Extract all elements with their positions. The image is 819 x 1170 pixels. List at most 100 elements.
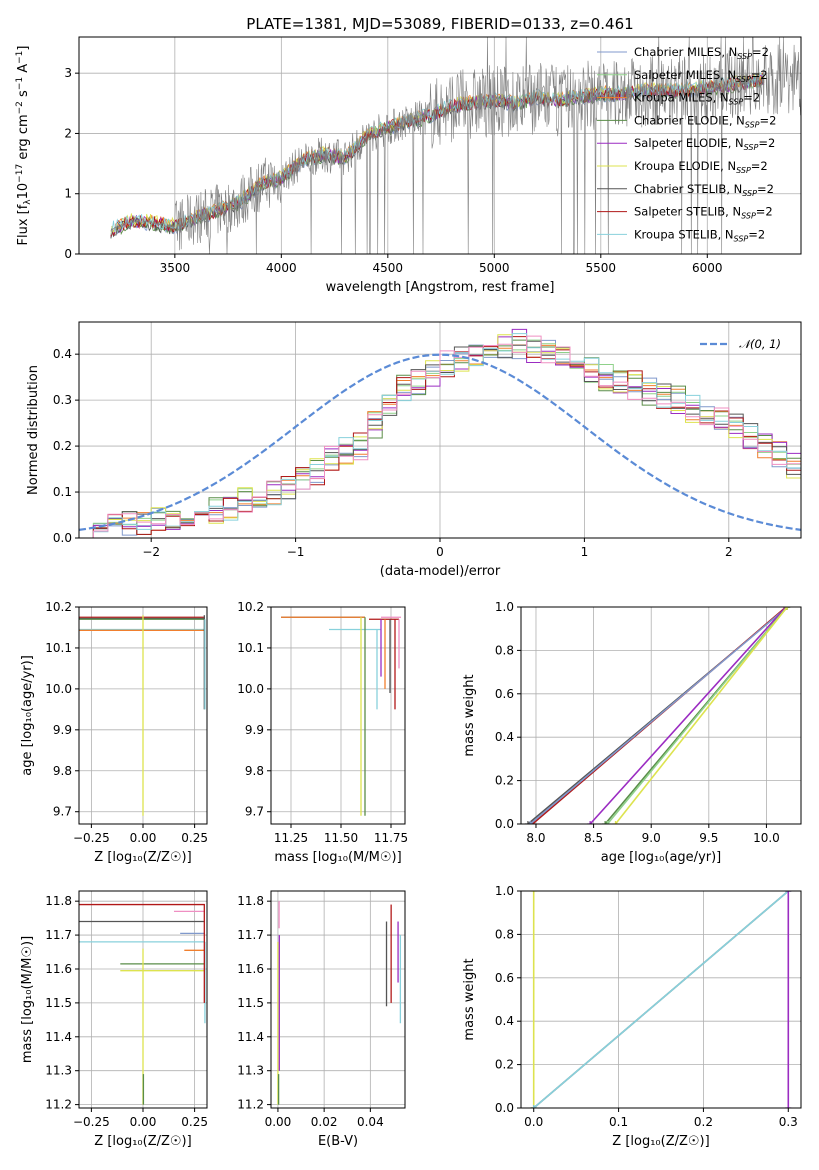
legend-text: Salpeter STELIB, N [634,205,741,219]
ylabel-part: 10 [16,183,31,200]
legend-entry: Chabrier STELIB, NSSP=2 [634,182,774,198]
x-tick-label: 0.1 [609,1115,628,1129]
ylabel-part: s [16,90,31,101]
y-tick-label: 1.0 [495,884,514,898]
y-tick-label: 11.2 [45,1098,72,1112]
y-tick-label: 10.2 [45,600,72,614]
plot-frame [520,606,802,825]
legend-entry: Chabrier ELODIE, NSSP=2 [634,113,776,129]
legend-sub: SSP [737,52,752,61]
x-tick-label: −2 [142,545,160,559]
legend-sub: SSP [742,189,757,198]
y-axis-label: age [log₁₀(age/yr)] [20,655,35,776]
y-tick-label: 0.8 [495,643,514,657]
legend-entry: Kroupa ELODIE, NSSP=2 [634,159,768,175]
legend-sub: SSP [745,120,760,129]
y-tick-label: 11.3 [45,1064,72,1078]
x-tick-label: 9.0 [642,831,661,845]
y-tick-label: 0.2 [495,774,514,788]
plot-frame [78,890,208,1109]
x-tick-label: 5500 [586,261,617,275]
legend-tail: =2 [756,205,773,219]
spectrum-panel: 3500 4000 4500 5000 5500 6000 0 1 2 3 wavelength [… [15,15,802,295]
weight-lines [524,607,791,824]
segment-lines [79,903,206,1105]
y-tick-label: 0.4 [495,1014,514,1028]
x-axis-label: Z [log₁₀(Z/Z☉)] [94,1134,191,1149]
x-axis-label: age [log₁₀(age/yr)] [601,850,722,865]
legend-text: Kroupa ELODIE, N [634,159,736,173]
weight-marker [612,821,619,824]
weight-marker [524,821,531,824]
y-tick-label: 11.7 [237,928,264,942]
x-tick-label: 11.50 [324,831,358,845]
y-tick-label: 9.9 [53,723,72,737]
y-axis-label: mass weight [462,674,477,756]
x-tick-label: −0.25 [73,1115,110,1129]
legend-tail: =2 [760,113,777,127]
panels: 3500 4000 4500 5000 5500 6000 0 1 2 3 wavelength [… [15,15,802,1149]
y-axis-label: mass weight [462,958,477,1040]
ylabel-part: erg cm [16,114,31,163]
y-tick-label: 0.3 [53,393,72,407]
y-tick-label: 11.5 [45,996,72,1010]
plot-frame [270,606,406,825]
x-tick-label: 0.0 [524,1115,543,1129]
weight-marker [604,821,611,824]
plot-frame [520,890,802,1109]
x-tick-label: 0.25 [181,1115,208,1129]
legend-text: Kroupa MILES, N [634,91,729,105]
cumulative-weight-line [529,607,788,824]
weight-vs-age-panel: 8.0 8.5 9.0 9.5 10.0 0.0 0.2 0.4 0.6 0.8 1.0 age [l… [462,600,802,865]
plot-frame [78,36,802,255]
y-tick-label: 10.0 [45,682,72,696]
y-tick-label: 11.5 [237,996,264,1010]
weight-marker [530,891,537,894]
y-tick-label: 9.8 [245,764,264,778]
y-tick-label: 0.4 [495,730,514,744]
legend-tail: =2 [757,182,774,196]
y-tick-label: 2 [64,126,72,140]
weight-marker [587,821,594,824]
legend-sub: SSP [736,75,751,84]
y-tick-label: 11.8 [237,894,264,908]
y-tick-label: 9.8 [53,764,72,778]
y-tick-label: 1 [64,187,72,201]
residual-hist-lines [79,328,801,538]
y-tick-label: 11.3 [237,1064,264,1078]
x-axis-label: (data-model)/error [380,564,501,579]
plot-frame [78,606,208,825]
y-tick-label: 10.1 [45,641,72,655]
x-tick-label: 11.25 [274,831,308,845]
age-vs-mass-panel: 11.25 11.50 11.75 9.7 9.8 9.9 10.0 10.1 10.2 mass… [237,600,408,865]
ylabel-sup: −2 [15,101,25,114]
legend-text: Salpeter MILES, N [634,68,736,82]
ylabel-sup: −1 [15,51,25,64]
y-tick-label: 0.0 [53,531,72,545]
hist-line [79,328,801,538]
x-tick-label: 11.75 [374,831,408,845]
y-tick-label: 11.6 [45,962,72,976]
legend-entry: Salpeter STELIB, NSSP=2 [634,205,773,221]
x-tick-label: 0.00 [130,1115,157,1129]
y-tick-label: 0.6 [495,687,514,701]
segment-lines [277,901,402,1105]
x-tick-label: 0 [436,545,444,559]
y-axis-label: Flux [fλ10−17 erg cm−2 s−1 A−1] [15,46,33,246]
segment-lines [281,616,401,816]
spectrum-lines [110,37,801,254]
y-tick-label: 0.8 [495,927,514,941]
plot-frame [78,321,802,539]
weight-marker [785,891,792,894]
legend-sub: SSP [734,234,749,243]
y-tick-label: 0.1 [53,485,72,499]
y-tick-label: 10.2 [237,600,264,614]
x-tick-label: 8.0 [526,831,545,845]
cumulative-weight-line [589,607,787,824]
cumulative-weight-line [606,607,788,824]
data-spectrum-line [110,37,801,254]
chart-title: PLATE=1381, MJD=53089, FIBERID=0133, z=0… [246,15,633,33]
x-axis-label: Z [log₁₀(Z/Z☉)] [94,850,191,865]
